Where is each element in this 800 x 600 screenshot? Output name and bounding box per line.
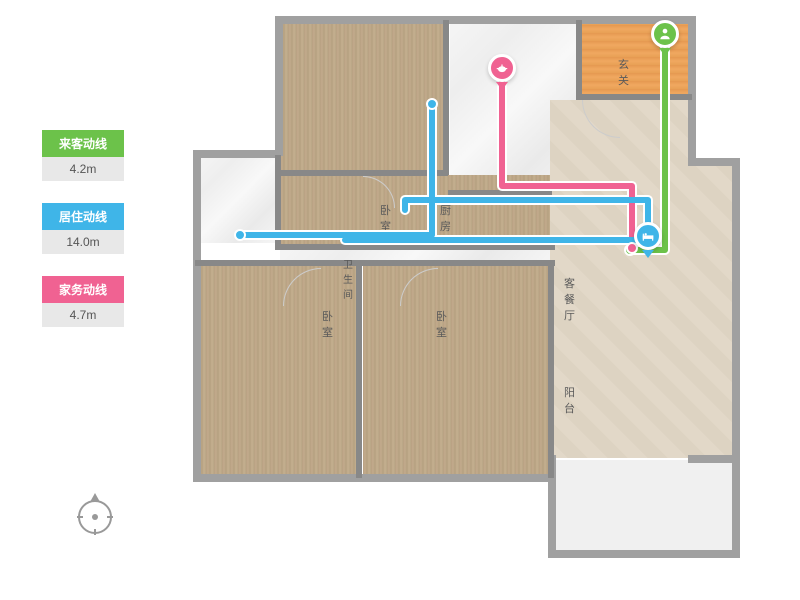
- compass-icon: [78, 500, 112, 534]
- room-top-bedroom: [280, 22, 445, 170]
- wall: [443, 20, 449, 175]
- wall: [548, 260, 554, 478]
- person-icon: [658, 27, 672, 41]
- wall: [195, 260, 555, 266]
- wall: [193, 150, 281, 158]
- room-label-bedroom3: 卧室: [436, 308, 447, 340]
- room-bedroom3: [363, 265, 551, 475]
- wall: [193, 474, 555, 482]
- wall: [193, 150, 201, 480]
- room-bath-ext: [198, 155, 276, 243]
- wall: [576, 20, 582, 100]
- wall: [275, 244, 555, 250]
- legend-value: 4.2m: [42, 157, 124, 181]
- wall: [275, 155, 281, 247]
- room-bedroom2: [198, 265, 358, 475]
- legend-value: 14.0m: [42, 230, 124, 254]
- room-label-living: 客餐厅: [564, 275, 575, 323]
- room-label-bedroom1: 卧室: [380, 202, 391, 234]
- wall: [275, 16, 283, 156]
- room-corridor: [280, 175, 550, 247]
- marker-resident: [634, 222, 662, 250]
- legend-item-visitor: 来客动线 4.2m: [42, 130, 124, 181]
- legend-item-resident: 居住动线 14.0m: [42, 203, 124, 254]
- legend-label: 来客动线: [42, 130, 124, 157]
- bed-icon: [641, 229, 655, 243]
- wall: [356, 260, 362, 478]
- room-label-bedroom2: 卧室: [322, 308, 333, 340]
- room-living-ext: [690, 160, 736, 458]
- legend-label: 居住动线: [42, 203, 124, 230]
- room-balcony: [556, 460, 736, 555]
- marker-visitor: [651, 20, 679, 48]
- wall: [275, 16, 695, 24]
- legend: 来客动线 4.2m 居住动线 14.0m 家务动线 4.7m: [42, 130, 124, 349]
- wall: [448, 190, 552, 196]
- wall: [732, 158, 740, 458]
- wall: [548, 550, 740, 558]
- marker-chore: [488, 54, 516, 82]
- room-label-kitchen: 厨房: [440, 202, 451, 234]
- legend-item-chore: 家务动线 4.7m: [42, 276, 124, 327]
- room-label-balcony: 阳台: [564, 384, 575, 416]
- wall: [688, 16, 696, 164]
- room-label-entrance: 玄关: [618, 56, 629, 88]
- legend-value: 4.7m: [42, 303, 124, 327]
- wall: [732, 455, 740, 555]
- room-label-bathroom: 卫生间: [343, 256, 353, 301]
- legend-label: 家务动线: [42, 276, 124, 303]
- pot-icon: [495, 61, 509, 75]
